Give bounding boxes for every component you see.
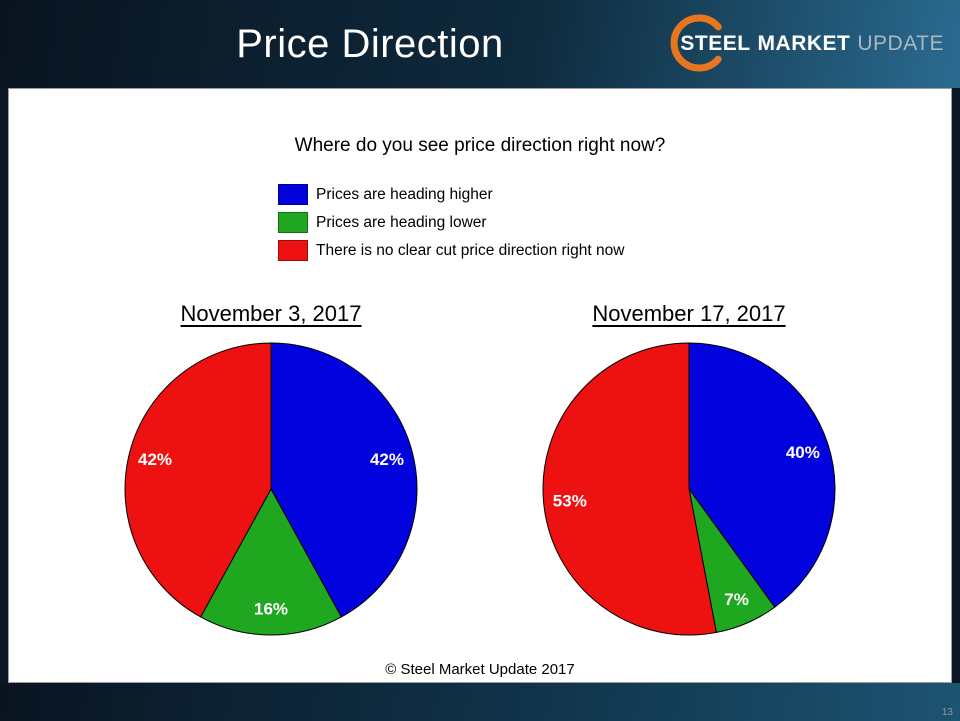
pie-chart-nov3: 42% 16% 42%	[124, 342, 418, 636]
legend-item-lower: Prices are heading lower	[278, 212, 624, 233]
brand-logo: STEEL MARKET UPDATE	[670, 14, 944, 72]
pie-slice	[542, 342, 717, 636]
legend-label: There is no clear cut price direction ri…	[316, 241, 625, 259]
pie-title-nov3: November 3, 2017	[180, 301, 362, 326]
logo-word-market: MARKET	[757, 32, 851, 55]
legend-label: Prices are heading lower	[316, 213, 487, 231]
pie-title-nov17: November 17, 2017	[592, 301, 786, 326]
bottom-bar: 13	[0, 683, 960, 721]
pie-data-label: 7%	[724, 590, 749, 609]
pie-slice	[688, 342, 836, 608]
legend-item-higher: Prices are heading higher	[278, 184, 624, 205]
pie-chart-nov17: 40% 7% 53%	[542, 342, 836, 636]
pie-data-label: 16%	[254, 600, 288, 619]
pie-slice	[124, 342, 272, 618]
slide-canvas: Where do you see price direction right n…	[8, 88, 952, 683]
logo-swoosh-icon	[670, 14, 723, 72]
legend-item-no-direction: There is no clear cut price direction ri…	[278, 240, 624, 261]
pie-data-label: 42%	[370, 450, 404, 469]
header-bar: Price Direction STEEL MARKET UPDATE	[0, 0, 960, 88]
legend-swatch-green	[278, 212, 308, 233]
logo-word-update: UPDATE	[857, 32, 944, 55]
pie-data-label: 53%	[553, 491, 587, 510]
pie-data-label: 42%	[138, 450, 172, 469]
legend-swatch-blue	[278, 184, 308, 205]
page-title: Price Direction	[236, 21, 504, 66]
pie-slice	[199, 487, 343, 636]
chart-legend: Prices are heading higher Prices are hea…	[278, 184, 624, 261]
pie-slice	[270, 342, 418, 618]
logo-word-steel: STEEL	[680, 32, 751, 55]
logo-text: STEEL MARKET UPDATE	[680, 32, 944, 56]
copyright-text: © Steel Market Update 2017	[385, 661, 575, 678]
pie-data-label: 40%	[786, 443, 820, 462]
legend-label: Prices are heading higher	[316, 185, 493, 203]
header-title-wrap: Price Direction	[0, 0, 740, 88]
page-number: 13	[941, 707, 953, 718]
question-heading: Where do you see price direction right n…	[294, 135, 666, 156]
legend-swatch-red	[278, 240, 308, 261]
